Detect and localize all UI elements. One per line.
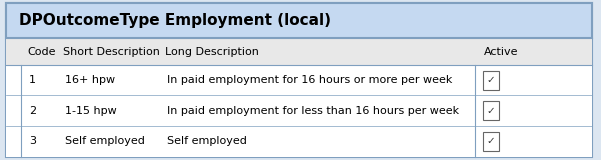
Bar	[483, 101, 499, 120]
Text: Self employed: Self employed	[65, 136, 145, 146]
Bar	[6, 126, 592, 157]
Bar	[6, 3, 592, 38]
Bar	[6, 38, 592, 65]
Text: In paid employment for 16 hours or more per week: In paid employment for 16 hours or more …	[167, 75, 453, 85]
Bar	[6, 65, 592, 96]
Text: DPOutcomeType Employment (local): DPOutcomeType Employment (local)	[19, 13, 331, 28]
Text: Self employed: Self employed	[167, 136, 247, 146]
Text: 1: 1	[29, 75, 36, 85]
Text: In paid employment for less than 16 hours per week: In paid employment for less than 16 hour…	[167, 106, 459, 116]
Text: Code: Code	[27, 47, 55, 57]
Text: ✓: ✓	[487, 136, 495, 146]
Text: 2: 2	[29, 106, 36, 116]
Text: 1-15 hpw: 1-15 hpw	[65, 106, 117, 116]
Bar	[483, 132, 499, 151]
Text: Long Description: Long Description	[165, 47, 259, 57]
Bar	[483, 71, 499, 90]
Text: ✓: ✓	[487, 106, 495, 116]
Text: 16+ hpw: 16+ hpw	[65, 75, 115, 85]
Text: Active: Active	[484, 47, 518, 57]
Text: ✓: ✓	[487, 75, 495, 85]
Bar	[6, 96, 592, 126]
Text: 3: 3	[29, 136, 36, 146]
Text: Short Description: Short Description	[63, 47, 160, 57]
